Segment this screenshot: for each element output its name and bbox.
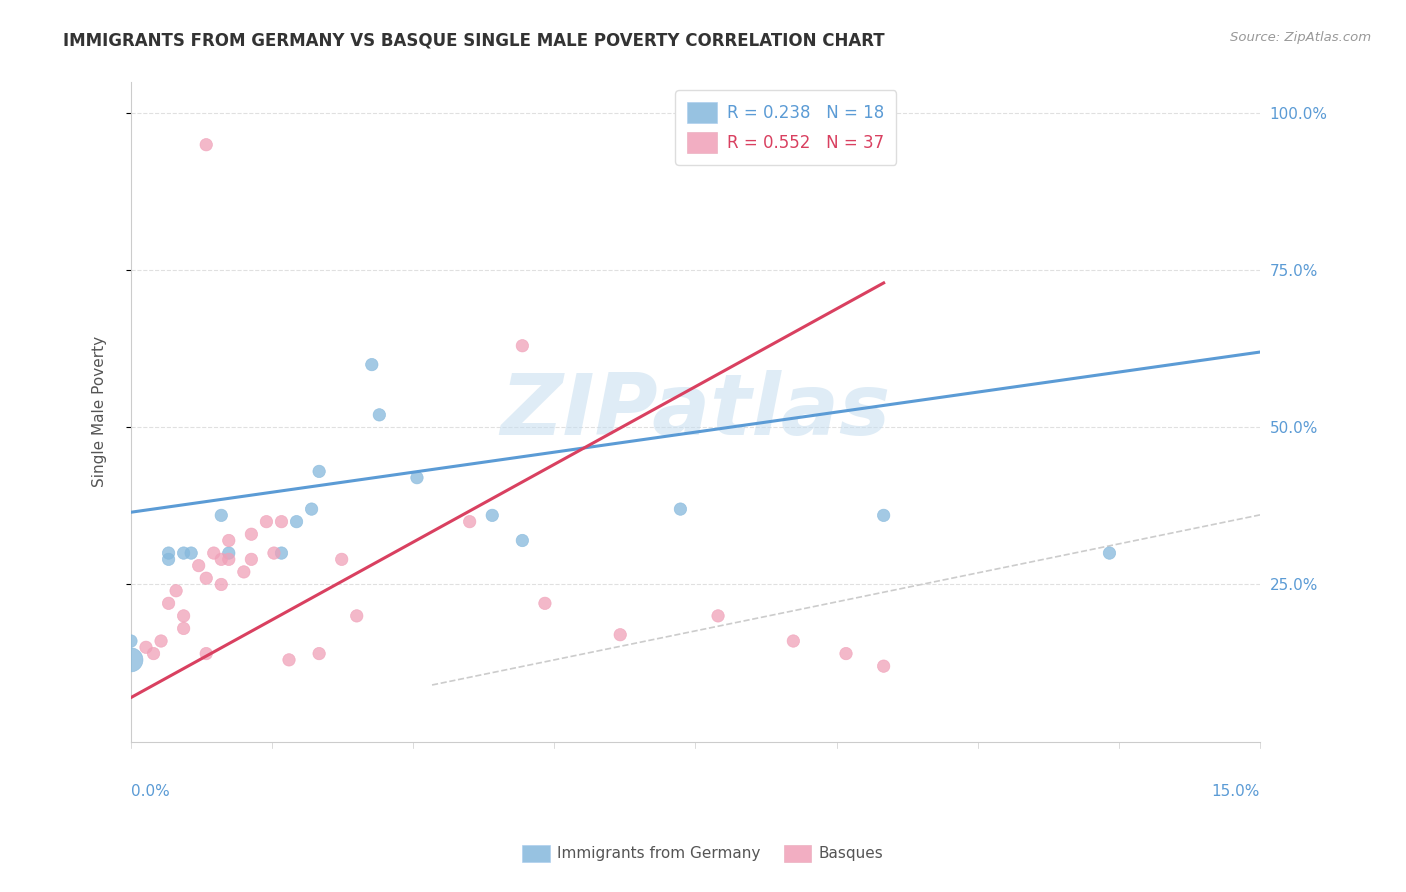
Point — [209, 508, 232, 523]
Point — [150, 634, 173, 648]
Point — [195, 571, 218, 585]
Point — [707, 608, 730, 623]
Point — [872, 508, 894, 523]
Point — [173, 546, 195, 560]
Text: 15.0%: 15.0% — [1212, 784, 1260, 799]
Point — [209, 577, 232, 591]
Point — [797, 137, 820, 152]
Point — [173, 622, 195, 636]
Point — [534, 596, 557, 610]
Point — [165, 583, 187, 598]
Y-axis label: Single Male Poverty: Single Male Poverty — [93, 336, 107, 487]
Point — [458, 515, 481, 529]
Point — [202, 546, 225, 560]
Point — [142, 647, 165, 661]
Point — [308, 647, 330, 661]
Point — [187, 558, 209, 573]
Point — [218, 552, 240, 566]
Point — [157, 552, 180, 566]
Text: IMMIGRANTS FROM GERMANY VS BASQUE SINGLE MALE POVERTY CORRELATION CHART: IMMIGRANTS FROM GERMANY VS BASQUE SINGLE… — [63, 31, 884, 49]
Point — [240, 527, 263, 541]
Point — [120, 634, 142, 648]
Point — [481, 508, 503, 523]
Point — [346, 608, 368, 623]
Point — [782, 634, 804, 648]
Point — [1098, 546, 1121, 560]
Text: 0.0%: 0.0% — [131, 784, 170, 799]
Point — [512, 339, 534, 353]
Point — [512, 533, 534, 548]
Point — [240, 552, 263, 566]
Point — [254, 515, 277, 529]
Point — [157, 546, 180, 560]
Point — [195, 137, 218, 152]
Point — [368, 408, 391, 422]
Point — [209, 552, 232, 566]
Point — [135, 640, 157, 655]
Point — [270, 546, 292, 560]
Point — [308, 464, 330, 478]
Point — [301, 502, 323, 516]
Point — [609, 628, 631, 642]
Point — [330, 552, 353, 566]
Point — [218, 533, 240, 548]
Point — [157, 596, 180, 610]
Text: Source: ZipAtlas.com: Source: ZipAtlas.com — [1230, 31, 1371, 45]
Point — [120, 653, 142, 667]
Legend: Immigrants from Germany, Basques: Immigrants from Germany, Basques — [516, 838, 890, 868]
Text: ZIPatlas: ZIPatlas — [501, 370, 890, 453]
Point — [360, 358, 382, 372]
Point — [872, 659, 894, 673]
Point — [835, 647, 858, 661]
Point — [173, 608, 195, 623]
Point — [180, 546, 202, 560]
Legend: R = 0.238   N = 18, R = 0.552   N = 37: R = 0.238 N = 18, R = 0.552 N = 37 — [675, 90, 896, 165]
Point — [278, 653, 301, 667]
Point — [406, 471, 429, 485]
Point — [270, 515, 292, 529]
Point — [232, 565, 254, 579]
Point — [669, 502, 692, 516]
Point — [218, 546, 240, 560]
Point — [285, 515, 308, 529]
Point — [195, 647, 218, 661]
Point — [263, 546, 285, 560]
